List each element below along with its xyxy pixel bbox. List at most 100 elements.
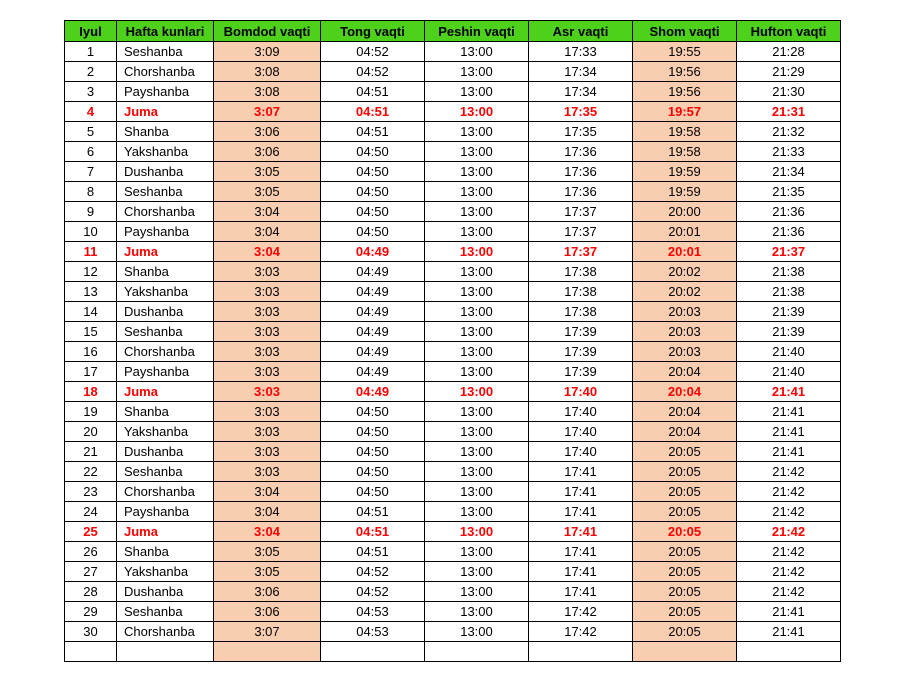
day-cell[interactable]: 16 xyxy=(64,341,117,362)
weekday-cell[interactable]: Juma xyxy=(116,241,214,262)
shom-cell[interactable]: 20:01 xyxy=(632,221,737,242)
shom-cell[interactable]: 20:05 xyxy=(632,521,737,542)
peshin-cell[interactable]: 13:00 xyxy=(424,301,529,322)
peshin-cell[interactable]: 13:00 xyxy=(424,121,529,142)
shom-cell[interactable]: 20:03 xyxy=(632,341,737,362)
peshin-cell[interactable]: 13:00 xyxy=(424,401,529,422)
peshin-cell[interactable]: 13:00 xyxy=(424,221,529,242)
hufton-cell[interactable]: 21:42 xyxy=(736,581,841,602)
weekday-cell[interactable]: Chorshanba xyxy=(116,201,214,222)
peshin-cell[interactable]: 13:00 xyxy=(424,581,529,602)
hufton-cell[interactable]: 21:28 xyxy=(736,41,841,62)
shom-cell[interactable]: 20:05 xyxy=(632,481,737,502)
hufton-cell[interactable]: 21:42 xyxy=(736,521,841,542)
bomdod-cell[interactable]: 3:03 xyxy=(213,461,321,482)
bomdod-cell[interactable]: 3:04 xyxy=(213,481,321,502)
asr-cell[interactable] xyxy=(528,641,633,662)
day-cell[interactable]: 2 xyxy=(64,61,117,82)
bomdod-cell[interactable]: 3:04 xyxy=(213,241,321,262)
bomdod-cell[interactable]: 3:04 xyxy=(213,201,321,222)
peshin-cell[interactable]: 13:00 xyxy=(424,421,529,442)
day-cell[interactable]: 3 xyxy=(64,81,117,102)
tong-cell[interactable]: 04:51 xyxy=(320,101,425,122)
day-cell[interactable]: 27 xyxy=(64,561,117,582)
peshin-cell[interactable]: 13:00 xyxy=(424,381,529,402)
header-cell-tong[interactable]: Tong vaqti xyxy=(320,20,425,42)
tong-cell[interactable]: 04:53 xyxy=(320,621,425,642)
asr-cell[interactable]: 17:40 xyxy=(528,401,633,422)
day-cell[interactable]: 19 xyxy=(64,401,117,422)
weekday-cell[interactable]: Dushanba xyxy=(116,581,214,602)
peshin-cell[interactable]: 13:00 xyxy=(424,441,529,462)
hufton-cell[interactable]: 21:31 xyxy=(736,101,841,122)
day-cell[interactable]: 20 xyxy=(64,421,117,442)
weekday-cell[interactable]: Payshanba xyxy=(116,81,214,102)
weekday-cell[interactable]: Payshanba xyxy=(116,221,214,242)
tong-cell[interactable]: 04:49 xyxy=(320,341,425,362)
shom-cell[interactable]: 19:56 xyxy=(632,81,737,102)
tong-cell[interactable]: 04:49 xyxy=(320,281,425,302)
tong-cell[interactable]: 04:53 xyxy=(320,601,425,622)
shom-cell[interactable]: 20:05 xyxy=(632,621,737,642)
weekday-cell[interactable]: Chorshanba xyxy=(116,481,214,502)
peshin-cell[interactable]: 13:00 xyxy=(424,261,529,282)
day-cell[interactable]: 21 xyxy=(64,441,117,462)
day-cell[interactable] xyxy=(64,641,117,662)
asr-cell[interactable]: 17:37 xyxy=(528,221,633,242)
day-cell[interactable]: 6 xyxy=(64,141,117,162)
day-cell[interactable]: 4 xyxy=(64,101,117,122)
weekday-cell[interactable]: Chorshanba xyxy=(116,621,214,642)
shom-cell[interactable]: 19:59 xyxy=(632,181,737,202)
weekday-cell[interactable]: Payshanba xyxy=(116,501,214,522)
hufton-cell[interactable]: 21:39 xyxy=(736,321,841,342)
weekday-cell[interactable]: Chorshanba xyxy=(116,341,214,362)
asr-cell[interactable]: 17:36 xyxy=(528,141,633,162)
peshin-cell[interactable]: 13:00 xyxy=(424,141,529,162)
day-cell[interactable]: 15 xyxy=(64,321,117,342)
shom-cell[interactable]: 20:01 xyxy=(632,241,737,262)
hufton-cell[interactable]: 21:36 xyxy=(736,221,841,242)
bomdod-cell[interactable]: 3:03 xyxy=(213,281,321,302)
shom-cell[interactable]: 20:02 xyxy=(632,281,737,302)
day-cell[interactable]: 28 xyxy=(64,581,117,602)
asr-cell[interactable]: 17:39 xyxy=(528,341,633,362)
hufton-cell[interactable]: 21:41 xyxy=(736,381,841,402)
shom-cell[interactable]: 20:03 xyxy=(632,321,737,342)
bomdod-cell[interactable]: 3:04 xyxy=(213,501,321,522)
hufton-cell[interactable]: 21:40 xyxy=(736,341,841,362)
peshin-cell[interactable]: 13:00 xyxy=(424,81,529,102)
shom-cell[interactable]: 19:58 xyxy=(632,141,737,162)
hufton-cell[interactable]: 21:42 xyxy=(736,481,841,502)
peshin-cell[interactable]: 13:00 xyxy=(424,361,529,382)
day-cell[interactable]: 25 xyxy=(64,521,117,542)
bomdod-cell[interactable]: 3:03 xyxy=(213,381,321,402)
shom-cell[interactable]: 19:56 xyxy=(632,61,737,82)
tong-cell[interactable] xyxy=(320,641,425,662)
tong-cell[interactable]: 04:50 xyxy=(320,181,425,202)
weekday-cell[interactable]: Yakshanba xyxy=(116,281,214,302)
asr-cell[interactable]: 17:37 xyxy=(528,241,633,262)
hufton-cell[interactable]: 21:32 xyxy=(736,121,841,142)
shom-cell[interactable] xyxy=(632,641,737,662)
shom-cell[interactable]: 20:04 xyxy=(632,421,737,442)
hufton-cell[interactable]: 21:39 xyxy=(736,301,841,322)
header-cell-shom[interactable]: Shom vaqti xyxy=(632,20,737,42)
weekday-cell[interactable]: Shanba xyxy=(116,261,214,282)
tong-cell[interactable]: 04:51 xyxy=(320,121,425,142)
tong-cell[interactable]: 04:49 xyxy=(320,241,425,262)
asr-cell[interactable]: 17:40 xyxy=(528,381,633,402)
tong-cell[interactable]: 04:50 xyxy=(320,421,425,442)
bomdod-cell[interactable] xyxy=(213,641,321,662)
bomdod-cell[interactable]: 3:03 xyxy=(213,441,321,462)
bomdod-cell[interactable]: 3:06 xyxy=(213,141,321,162)
bomdod-cell[interactable]: 3:03 xyxy=(213,261,321,282)
hufton-cell[interactable]: 21:42 xyxy=(736,541,841,562)
shom-cell[interactable]: 20:04 xyxy=(632,381,737,402)
peshin-cell[interactable]: 13:00 xyxy=(424,61,529,82)
asr-cell[interactable]: 17:41 xyxy=(528,521,633,542)
asr-cell[interactable]: 17:36 xyxy=(528,181,633,202)
header-cell-hufton[interactable]: Hufton vaqti xyxy=(736,20,841,42)
shom-cell[interactable]: 19:55 xyxy=(632,41,737,62)
bomdod-cell[interactable]: 3:03 xyxy=(213,401,321,422)
hufton-cell[interactable]: 21:35 xyxy=(736,181,841,202)
